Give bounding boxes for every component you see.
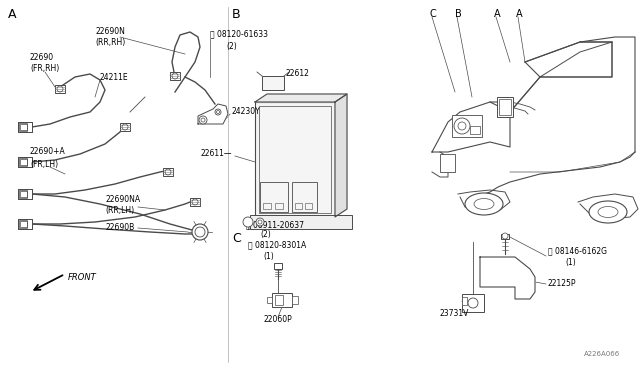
Bar — [470, 126, 480, 134]
Ellipse shape — [465, 193, 503, 215]
Circle shape — [215, 109, 221, 115]
Bar — [501, 234, 509, 239]
Bar — [18, 189, 32, 199]
Polygon shape — [255, 94, 347, 102]
Bar — [18, 219, 32, 229]
Bar — [18, 219, 32, 229]
Bar — [305, 203, 312, 209]
Bar — [18, 157, 32, 167]
Text: 24211E: 24211E — [100, 73, 129, 81]
Text: 22612: 22612 — [285, 70, 309, 78]
Bar — [260, 182, 288, 212]
Bar — [452, 115, 482, 137]
Bar — [292, 296, 298, 304]
Bar — [440, 154, 455, 172]
Bar — [20, 221, 27, 227]
Text: 23731V: 23731V — [440, 310, 469, 318]
Bar — [497, 97, 513, 117]
Text: C: C — [232, 232, 241, 246]
Bar — [20, 159, 27, 165]
Bar — [18, 122, 32, 132]
Bar — [19, 158, 27, 166]
Text: (RR,RH): (RR,RH) — [95, 38, 125, 46]
Polygon shape — [335, 94, 347, 217]
Text: ⓝ 08911-20637: ⓝ 08911-20637 — [246, 221, 304, 230]
Bar — [295, 203, 302, 209]
Bar — [462, 297, 467, 305]
Polygon shape — [480, 257, 535, 299]
Bar — [267, 297, 272, 303]
Text: 22060P: 22060P — [264, 315, 292, 324]
Text: 24230Y: 24230Y — [232, 108, 260, 116]
Circle shape — [256, 218, 264, 226]
Bar — [190, 198, 200, 206]
Bar — [250, 215, 352, 229]
Bar — [272, 293, 292, 307]
Circle shape — [502, 233, 508, 239]
Bar — [292, 182, 317, 212]
Text: 22611—: 22611— — [200, 150, 232, 158]
Bar — [20, 124, 27, 130]
Bar — [274, 263, 282, 269]
Text: 22125P: 22125P — [548, 279, 577, 289]
Ellipse shape — [598, 206, 618, 218]
Bar — [170, 72, 180, 80]
Bar — [275, 203, 283, 209]
Text: B: B — [455, 9, 461, 19]
Bar — [20, 191, 27, 197]
Text: (1): (1) — [263, 253, 274, 262]
Text: Ⓑ 08146-6162G: Ⓑ 08146-6162G — [548, 247, 607, 256]
Text: B: B — [232, 7, 241, 20]
Bar — [499, 99, 511, 115]
Ellipse shape — [474, 199, 494, 209]
Ellipse shape — [589, 201, 627, 223]
Bar — [18, 122, 32, 132]
Bar — [18, 157, 32, 167]
Text: A: A — [494, 9, 500, 19]
Bar — [18, 189, 32, 199]
Text: (FR,LH): (FR,LH) — [30, 160, 58, 169]
Text: A: A — [516, 9, 523, 19]
Text: (2): (2) — [226, 42, 237, 51]
Text: 22690N: 22690N — [95, 28, 125, 36]
Bar — [255, 102, 335, 217]
Text: (2): (2) — [260, 231, 271, 240]
Bar — [55, 85, 65, 93]
Bar — [19, 220, 27, 228]
Polygon shape — [198, 104, 228, 124]
Text: 22690B: 22690B — [105, 222, 134, 231]
Bar — [120, 123, 130, 131]
Bar — [259, 106, 331, 213]
Text: FRONT: FRONT — [68, 273, 97, 282]
Bar — [263, 203, 271, 209]
Bar — [462, 294, 484, 312]
Bar — [19, 190, 27, 198]
Text: Ⓑ 08120-61633: Ⓑ 08120-61633 — [210, 29, 268, 38]
Bar — [262, 76, 284, 90]
Circle shape — [192, 224, 208, 240]
Text: (FR,RH): (FR,RH) — [30, 64, 60, 74]
Text: 22690: 22690 — [30, 52, 54, 61]
Text: A226A066: A226A066 — [584, 351, 620, 357]
Text: Ⓑ 08120-8301A: Ⓑ 08120-8301A — [248, 241, 307, 250]
Circle shape — [199, 116, 207, 124]
Bar — [163, 168, 173, 176]
Text: (1): (1) — [565, 259, 576, 267]
Text: 22690+A: 22690+A — [30, 148, 66, 157]
Circle shape — [243, 217, 253, 227]
Bar — [275, 295, 283, 305]
Text: A: A — [8, 7, 17, 20]
Text: 22690NA: 22690NA — [105, 195, 140, 203]
Text: (RR,LH): (RR,LH) — [105, 206, 134, 215]
Bar — [19, 123, 27, 131]
Text: C: C — [430, 9, 436, 19]
